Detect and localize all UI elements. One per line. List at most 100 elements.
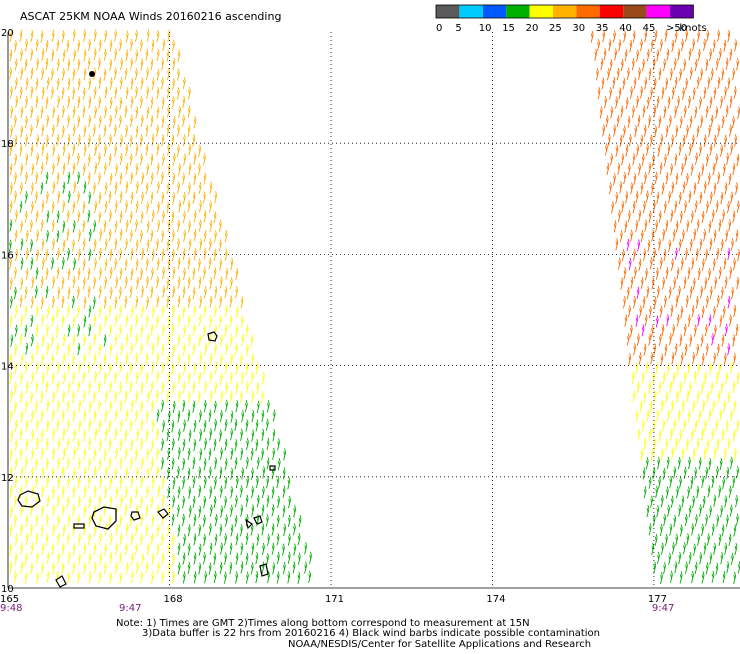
wind-barb <box>61 87 65 100</box>
wind-barb <box>615 191 619 205</box>
wind-barb <box>239 390 243 404</box>
wind-barb <box>204 342 208 356</box>
wind-barb <box>83 144 87 157</box>
wind-barb <box>182 172 185 186</box>
wind-barb <box>172 285 176 299</box>
wind-barb <box>76 305 80 318</box>
wind-barb <box>198 314 202 327</box>
wind-barb <box>599 106 603 119</box>
wind-barb <box>108 133 112 147</box>
wind-barb <box>98 571 102 584</box>
wind-barb <box>177 428 181 441</box>
wind-barb <box>668 115 672 128</box>
wind-barb <box>613 124 616 137</box>
wind-barb <box>119 514 123 527</box>
wind-barb <box>627 115 631 128</box>
wind-barb <box>87 457 91 470</box>
wind-barb <box>718 533 722 547</box>
wind-barb <box>125 314 129 327</box>
wind-barb <box>72 87 76 100</box>
wind-barb <box>271 523 275 536</box>
wind-barb <box>679 571 683 584</box>
wind-barb <box>119 267 123 280</box>
wind-barb <box>45 248 49 262</box>
wind-barb <box>94 106 97 119</box>
wind-barb <box>701 475 705 488</box>
wind-barb <box>713 542 717 556</box>
wind-barb <box>649 134 653 147</box>
wind-barb <box>46 77 50 90</box>
wind-barb <box>171 513 175 526</box>
wind-barb <box>187 220 191 233</box>
wind-barb <box>52 144 56 157</box>
wind-barb <box>124 200 128 213</box>
wind-barb <box>696 219 700 232</box>
wind-barb <box>56 342 60 356</box>
wind-barb <box>104 105 107 119</box>
wind-barb <box>681 447 685 460</box>
wind-barb <box>698 504 702 517</box>
wind-barb <box>150 172 154 185</box>
wind-barb <box>109 533 113 546</box>
wind-barb <box>208 238 212 251</box>
wind-barb <box>685 173 689 186</box>
wind-barb <box>145 485 149 499</box>
wind-barb <box>626 238 630 251</box>
wind-barb <box>729 48 733 62</box>
legend-swatch <box>529 5 553 18</box>
wind-barb <box>72 543 76 556</box>
wind-barb <box>662 228 666 242</box>
wind-barb <box>125 372 129 385</box>
wind-barb <box>31 371 34 384</box>
wind-barb <box>712 258 716 271</box>
wind-barb <box>157 485 161 498</box>
wind-barb <box>109 114 112 128</box>
wind-barb <box>650 352 654 365</box>
wind-barb <box>25 153 29 166</box>
wind-barb <box>713 134 717 147</box>
wind-barb <box>704 324 708 337</box>
wind-barb <box>187 447 191 460</box>
wind-barb <box>650 39 654 52</box>
wind-barb <box>94 143 98 157</box>
wind-barb <box>187 315 191 328</box>
wind-barb <box>638 352 642 365</box>
wind-barb <box>51 29 55 43</box>
wind-barb <box>29 523 33 537</box>
wind-barb <box>82 105 86 118</box>
wind-barb <box>108 304 112 318</box>
wind-barb <box>261 391 264 404</box>
wind-barb <box>9 561 13 574</box>
wind-barb <box>182 114 185 127</box>
wind-barb <box>727 295 731 309</box>
wind-barb <box>715 106 719 119</box>
wind-barb <box>730 409 733 422</box>
wind-barb <box>669 570 673 583</box>
wind-barb <box>690 210 694 223</box>
wind-barb <box>192 191 196 205</box>
wind-barb <box>161 266 165 280</box>
wind-barb <box>245 437 249 451</box>
wind-barb <box>245 362 249 375</box>
wind-barb <box>671 447 674 460</box>
wind-barb <box>151 342 155 355</box>
wind-barb <box>145 561 149 575</box>
wind-barb <box>41 353 45 366</box>
wind-barb <box>736 276 740 290</box>
wind-barb <box>229 542 233 555</box>
wind-barb <box>62 181 66 194</box>
wind-barb <box>698 409 702 423</box>
wind-barb <box>616 115 620 128</box>
wind-barb <box>114 296 118 309</box>
wind-barb <box>717 124 721 137</box>
wind-barb <box>687 362 691 375</box>
wind-barb <box>150 267 154 280</box>
wind-barb <box>62 390 65 404</box>
wind-barb <box>193 228 197 242</box>
wind-barb <box>176 144 180 157</box>
wind-barb <box>653 296 657 309</box>
wind-barb <box>230 428 233 441</box>
wind-barb <box>736 58 739 71</box>
wind-barb <box>66 39 70 53</box>
wind-barb <box>625 191 629 204</box>
